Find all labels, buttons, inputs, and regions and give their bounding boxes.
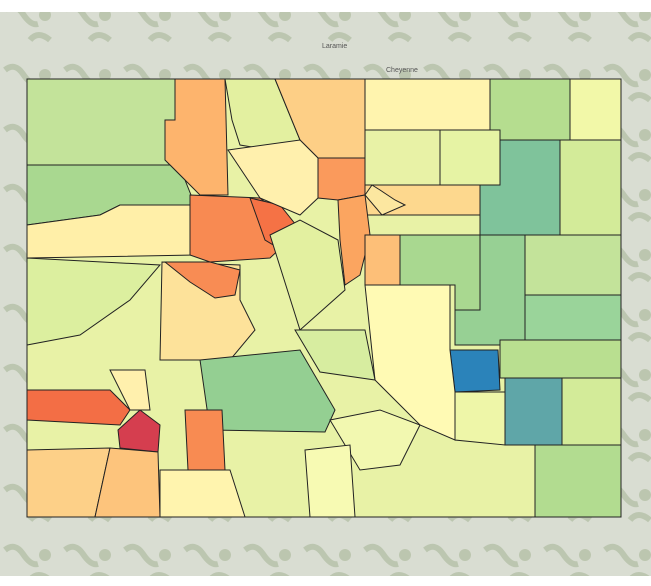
county	[163, 261, 241, 299]
county	[534, 444, 622, 518]
county	[489, 78, 571, 141]
counties	[26, 78, 622, 518]
county	[559, 139, 622, 236]
county	[317, 157, 366, 201]
place-label: Laramie	[322, 43, 347, 50]
county	[364, 284, 456, 441]
county	[26, 389, 131, 426]
county	[329, 409, 421, 471]
county	[159, 469, 246, 518]
county	[504, 377, 563, 446]
county	[439, 129, 501, 186]
county	[109, 369, 151, 411]
county	[561, 377, 622, 446]
county	[26, 78, 176, 166]
county	[304, 444, 356, 518]
county	[454, 391, 506, 446]
county	[294, 329, 376, 381]
county	[524, 234, 622, 296]
county	[499, 339, 622, 379]
county	[569, 78, 622, 141]
place-label: Cheyenne	[386, 67, 418, 74]
county	[269, 219, 346, 331]
county	[117, 409, 161, 453]
county	[364, 234, 401, 286]
county	[449, 349, 501, 393]
county	[184, 409, 226, 471]
county	[364, 184, 407, 216]
county	[524, 294, 622, 341]
county	[26, 257, 162, 346]
